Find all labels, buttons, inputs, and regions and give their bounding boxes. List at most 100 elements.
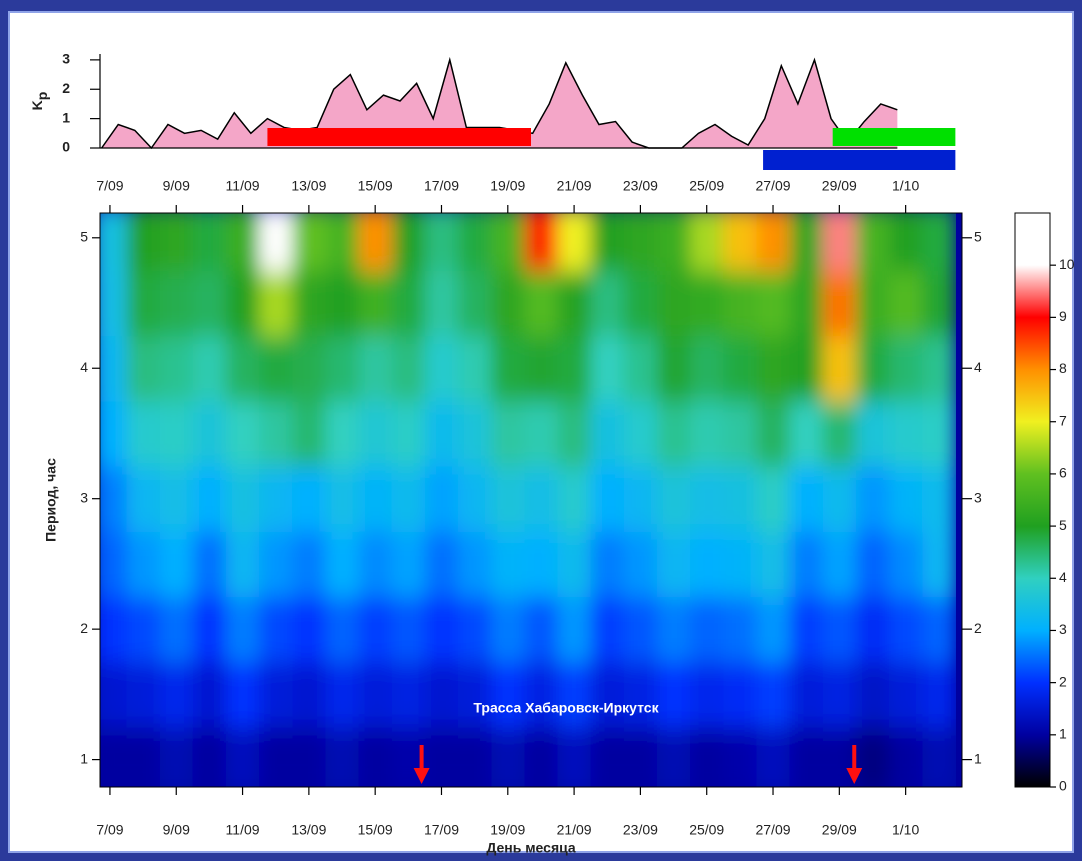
heat-cell [192,726,227,787]
heat-cell [723,726,758,787]
heat-cell [623,726,658,787]
heat-cell [656,400,691,467]
heat-cell [889,596,923,663]
heat-cell [822,335,857,402]
heat-cell [557,596,592,663]
y-tick-label: 5 [80,228,88,244]
heat-cell [292,400,327,467]
x-tick-label: 7/09 [96,822,123,838]
heat-cell [292,213,327,271]
heat-cell [225,596,260,663]
heat-cell [557,466,592,532]
y-tick-label: 2 [62,80,70,96]
y-tick-label: 3 [80,489,88,505]
storm-band [267,128,531,146]
heat-cell [524,213,559,271]
heat-cell [690,400,724,467]
heat-cell [325,726,360,787]
heat-cell [822,531,857,598]
heat-cell [922,531,956,598]
heat-cell [458,213,492,271]
heat-cell [159,726,194,787]
storm-band [832,128,956,146]
heat-cell [424,596,459,663]
heat-cell [192,661,227,728]
y-axis-label: Kp [29,92,50,111]
heat-cell [855,531,890,598]
heat-cell [458,335,492,402]
heat-cell [325,400,360,467]
heat-cell [424,466,459,532]
heat-cell [855,596,890,663]
heat-cell [259,213,293,271]
heat-cell [756,726,791,787]
x-tick-label: 17/09 [424,178,459,194]
heat-cell [391,596,426,663]
heat-cell [922,213,956,271]
heat-cell [656,661,691,728]
heat-cell [656,531,691,598]
plot-clip [100,213,962,787]
heat-cell [723,270,758,337]
colorbar [1014,212,1051,788]
heat-cell [225,726,260,787]
heat-cell [922,270,956,337]
heat-cell [259,400,293,467]
heat-cell [590,335,625,402]
heat-cell [623,270,658,337]
heat-cell [259,270,293,337]
heat-cell [789,531,824,598]
y-axis-label: Период, час [43,458,59,542]
x-tick-label: 15/09 [358,822,393,838]
colorbar-tick-label: 4 [1059,569,1067,585]
heat-cell [325,270,360,337]
heat-cell [225,531,260,598]
x-tick-label: 1/10 [892,822,919,838]
heat-cell [557,661,592,728]
heat-cell [756,335,791,402]
heat-cell [159,661,194,728]
heat-cell [656,466,691,532]
heat-cell [225,270,260,337]
x-axis-label: День месяца [486,840,576,856]
x-tick-label: 21/09 [557,178,592,194]
heat-cell [590,213,625,271]
heat-cell [391,213,426,271]
heat-cell [192,596,227,663]
heat-cell [126,335,161,402]
heat-cell [292,661,327,728]
colorbar-tick-label: 6 [1059,465,1067,481]
heat-cell [259,466,293,532]
heat-cell [159,335,194,402]
heat-cell [100,466,128,532]
heat-cell [458,726,492,787]
heat-cell [524,466,559,532]
kp-line [101,56,898,150]
heat-cell [100,213,128,271]
heat-cell [889,400,923,467]
heat-cell [623,400,658,467]
heat-cell [159,270,194,337]
heat-cell [100,531,128,598]
heat-cell [690,726,724,787]
heat-cell [126,270,161,337]
heat-cell [789,335,824,402]
y2-tick-label: 2 [974,620,982,636]
heat-cell [159,213,194,271]
y-tick-label: 1 [62,109,70,125]
heat-cell [225,335,260,402]
heat-cell [192,400,227,467]
heat-cell [358,531,393,598]
heat-cell [656,270,691,337]
heat-cell [491,531,525,598]
heat-cell [159,466,194,532]
heat-cell [822,661,857,728]
heat-cell [325,596,360,663]
heat-cell [723,661,758,728]
heat-cell [225,400,260,467]
heat-cell [789,661,824,728]
heat-cell [756,531,791,598]
heat-cell [557,213,592,271]
colorbar-tick-label: 0 [1059,778,1067,794]
heat-cell [690,270,724,337]
